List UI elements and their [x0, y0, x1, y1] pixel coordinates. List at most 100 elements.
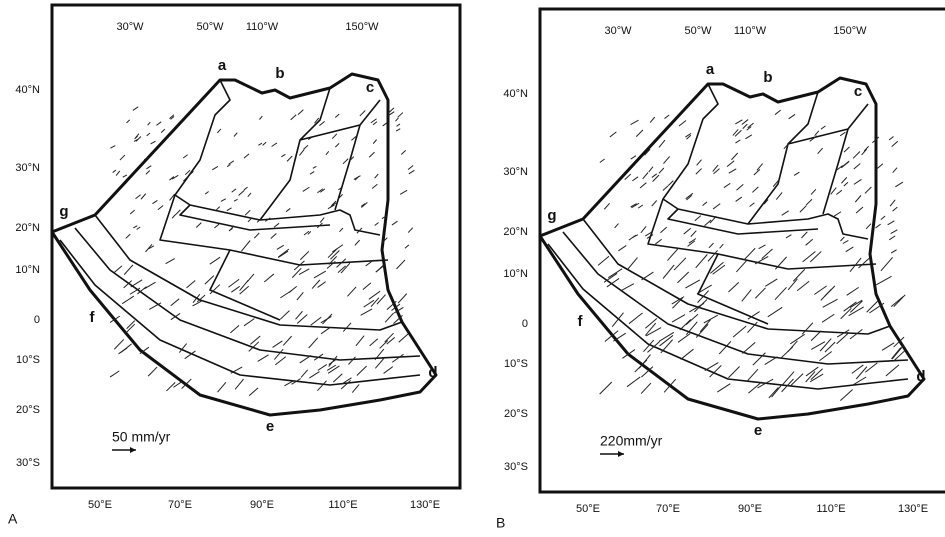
velocity-vector — [309, 338, 318, 348]
velocity-vector — [120, 155, 125, 160]
velocity-vector — [151, 141, 156, 144]
scale-label: 220mm/yr — [600, 433, 663, 449]
velocity-vector — [234, 133, 237, 137]
velocity-vector — [806, 239, 813, 245]
velocity-vector — [187, 281, 196, 288]
block-boundary — [788, 104, 868, 144]
velocity-vector — [733, 326, 746, 337]
velocity-vector — [343, 159, 348, 164]
velocity-vector — [135, 134, 139, 138]
figure: 30°W50°W110°W150°W40°N30°N20°N10°N010°S2… — [0, 0, 945, 537]
velocity-vector — [728, 282, 738, 292]
velocity-vector — [332, 245, 343, 252]
velocity-vector — [292, 268, 301, 277]
bottom-axis-label: 70°E — [168, 499, 192, 511]
point-label: b — [763, 69, 772, 86]
point-label: c — [366, 79, 374, 96]
velocity-vector — [876, 276, 891, 285]
velocity-vector — [231, 286, 239, 292]
velocity-vector — [318, 282, 326, 288]
velocity-vector — [328, 366, 339, 373]
velocity-vector — [600, 159, 605, 162]
velocity-vector — [793, 269, 804, 281]
velocity-vector — [696, 254, 708, 267]
velocity-vector — [221, 199, 226, 202]
top-axis-label: 30°W — [604, 25, 632, 37]
velocity-vector — [385, 333, 394, 342]
velocity-vector — [286, 208, 290, 211]
velocity-vector — [783, 372, 794, 385]
velocity-vector — [281, 154, 285, 157]
velocity-vector — [663, 156, 669, 163]
velocity-vector — [114, 266, 122, 272]
velocity-vector — [380, 340, 388, 348]
velocity-vector — [855, 195, 861, 202]
left-axis-label: 30°S — [16, 457, 40, 469]
velocity-vector — [263, 142, 267, 145]
velocity-vector — [691, 231, 697, 237]
velocity-vector — [797, 281, 809, 290]
velocity-vector — [641, 383, 651, 394]
velocity-vector — [314, 271, 326, 278]
panel-label: B — [496, 515, 505, 531]
velocity-vector — [836, 190, 842, 194]
velocity-vector — [309, 372, 319, 378]
velocity-vector — [772, 385, 782, 397]
velocity-vector — [672, 315, 685, 322]
velocity-vector — [258, 143, 262, 145]
velocity-vector — [234, 199, 238, 201]
velocity-vector — [235, 379, 243, 389]
velocity-vector — [786, 235, 791, 238]
block-boundary — [668, 209, 818, 234]
velocity-vector — [300, 355, 311, 362]
bottom-axis-label: 130°E — [410, 499, 440, 511]
velocity-vector — [674, 258, 686, 270]
velocity-vector — [217, 129, 221, 133]
velocity-vector — [113, 170, 116, 173]
bottom-axis-label: 90°E — [250, 499, 274, 511]
velocity-vector — [810, 251, 821, 261]
left-axis-label: 20°N — [15, 222, 40, 234]
block-boundary — [95, 215, 402, 330]
velocity-vector — [643, 173, 648, 179]
velocity-vector — [776, 192, 782, 199]
velocity-vector — [244, 187, 248, 190]
velocity-vector — [768, 307, 782, 317]
point-label: d — [916, 368, 925, 385]
velocity-vector — [713, 204, 720, 209]
velocity-vector — [297, 292, 303, 300]
point-label: a — [218, 57, 227, 74]
left-axis-label: 40°N — [15, 84, 40, 96]
velocity-vector — [272, 143, 277, 147]
velocity-vector — [312, 280, 320, 289]
velocity-vector — [680, 319, 691, 330]
velocity-vector — [888, 221, 895, 225]
velocity-vector — [801, 232, 807, 238]
velocity-vector — [348, 357, 355, 365]
velocity-vector — [889, 236, 895, 240]
left-axis-label: 10°S — [16, 354, 40, 366]
velocity-vector — [249, 388, 258, 396]
velocity-vector — [231, 367, 243, 373]
velocity-vector — [775, 287, 787, 299]
velocity-vector — [298, 110, 303, 115]
velocity-vector — [750, 203, 755, 207]
velocity-vector — [248, 193, 251, 197]
velocity-vector — [742, 290, 751, 302]
velocity-vector — [631, 156, 636, 159]
velocity-vector — [724, 183, 730, 187]
left-axis-label: 0 — [34, 314, 40, 326]
velocity-vector — [841, 162, 848, 168]
top-axis-label: 110°W — [734, 25, 767, 37]
velocity-vector — [700, 320, 710, 332]
velocity-vector — [652, 201, 657, 207]
top-axis-label: 150°W — [833, 25, 867, 37]
velocity-vector — [328, 249, 337, 258]
velocity-vector — [825, 286, 835, 297]
region-outline — [52, 74, 436, 415]
velocity-vector — [408, 166, 413, 170]
velocity-vector — [126, 120, 129, 123]
velocity-vector — [171, 299, 180, 306]
left-axis-label: 0 — [522, 318, 528, 330]
velocity-vector — [287, 156, 292, 161]
